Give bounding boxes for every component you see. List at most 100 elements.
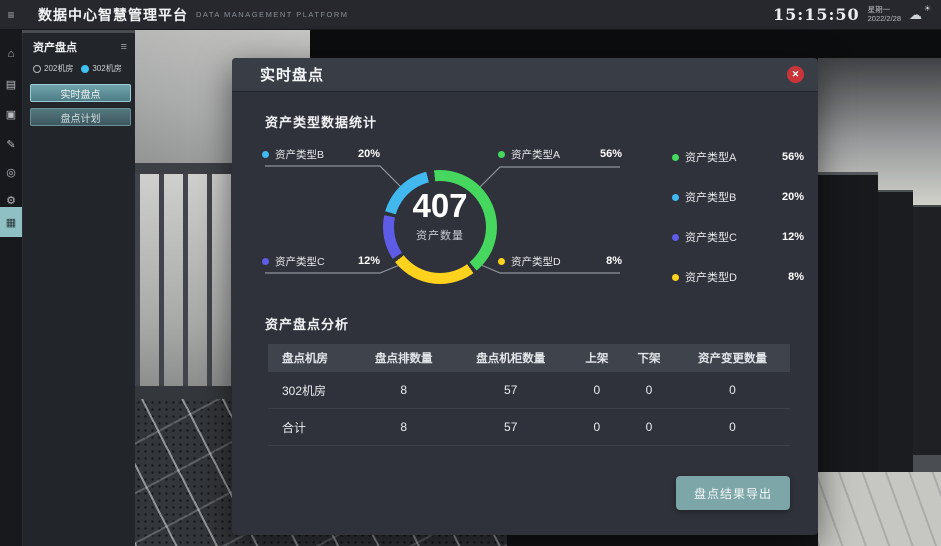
- clock: 15:15:50: [773, 5, 860, 24]
- modal-title: 实时盘点: [260, 67, 325, 84]
- panel-title: 资产盘点: [33, 42, 77, 54]
- legend-label: 资产类型B: [685, 192, 737, 204]
- date-block: 星期一 2022/2/28: [867, 4, 901, 23]
- alarm-icon: ⚙: [6, 194, 16, 207]
- radio-circle-icon: [33, 64, 41, 73]
- radio-circle-checked-icon: [81, 64, 90, 73]
- table-cell: 0: [593, 420, 601, 434]
- inventory-plan-button[interactable]: 盘点计划: [30, 108, 131, 126]
- type-a-dot-icon: [498, 150, 505, 158]
- room-radio-label: 302机房: [92, 64, 122, 73]
- legend-item-b: 资产类型B 20%: [672, 188, 804, 206]
- table-cell: 0: [645, 383, 653, 397]
- type-c-dot-icon: [262, 257, 269, 265]
- sun-icon: ☀: [923, 3, 931, 13]
- sidebar-item-racks[interactable]: ▤: [0, 72, 22, 96]
- nav-sidebar: ⌂ ▤ ▣ ✎ ◎ ⚙ ▦: [0, 30, 22, 546]
- table-header-cell: 盘点排数量: [374, 353, 433, 365]
- legend-value: 12%: [781, 231, 804, 243]
- sidebar-item-home[interactable]: ⌂: [0, 42, 22, 66]
- scene-server-rack: [913, 205, 941, 455]
- callout-label: 资产类型D: [511, 255, 561, 268]
- realtime-inventory-modal: 实时盘点 ✕ 资产类型数据统计 407 资产数量 资产类型B 20% 资产类型A…: [232, 58, 818, 535]
- scene-server-rack: [818, 172, 878, 502]
- callout-value: 56%: [599, 148, 622, 160]
- analysis-section-title: 资产盘点分析: [265, 317, 350, 332]
- callout-value: 20%: [357, 148, 380, 160]
- legend-d-dot-icon: [672, 273, 679, 281]
- close-icon: ✕: [791, 69, 800, 79]
- scene-server-rack: [878, 190, 913, 472]
- home-icon: ⌂: [7, 48, 15, 60]
- asset-total-label: 资产数量: [416, 230, 464, 243]
- table-cell: 0: [593, 383, 601, 397]
- topbar-right: 15:15:50 星期一 2022/2/28 ☀ ☁: [773, 3, 931, 25]
- room-radio-202[interactable]: 202机房: [33, 63, 73, 74]
- racks-icon: ▤: [5, 78, 17, 91]
- scene-floor-right: [818, 472, 941, 546]
- scene-rail-bottom: [135, 386, 235, 399]
- scene-glass-wall: [135, 174, 235, 386]
- table-header-row: 盘点机房 盘点排数量 盘点机柜数量 上架 下架 资产变更数量: [268, 344, 790, 372]
- table-cell: 57: [504, 420, 518, 434]
- table-header-cell: 资产变更数量: [698, 353, 768, 365]
- sidebar-item-alarm[interactable]: ⚙: [0, 188, 22, 212]
- menu-icon[interactable]: ≡: [7, 7, 15, 22]
- table-cell: 8: [400, 383, 408, 397]
- export-results-button[interactable]: 盘点结果导出: [676, 476, 790, 510]
- room-radio-label: 202机房: [44, 64, 74, 73]
- close-button[interactable]: ✕: [787, 66, 804, 83]
- realtime-inventory-button[interactable]: 实时盘点: [30, 84, 131, 102]
- room-radio-group: 202机房 302机房: [23, 59, 135, 78]
- stats-section-title: 资产类型数据统计: [265, 115, 378, 130]
- sidebar-item-assets[interactable]: ▦: [0, 207, 22, 237]
- cloud-icon: ☁: [909, 6, 922, 22]
- callout-value: 12%: [357, 255, 380, 267]
- callout-label: 资产类型A: [511, 148, 561, 161]
- legend-item-c: 资产类型C 12%: [672, 228, 804, 246]
- table-header-cell: 下架: [637, 353, 661, 365]
- legend-label: 资产类型C: [685, 232, 737, 244]
- sidebar-item-screen[interactable]: ▣: [0, 102, 22, 126]
- table-cell: 0: [729, 420, 736, 434]
- room-radio-302[interactable]: 302机房: [81, 63, 122, 74]
- legend-label: 资产类型A: [685, 152, 737, 164]
- date: 2022/2/28: [867, 13, 901, 23]
- callout-type-a: 资产类型A 56%: [498, 146, 622, 162]
- table-row: 302机房 8 57 0 0 0: [268, 372, 790, 409]
- table-cell: 57: [504, 383, 518, 397]
- record-icon: ◎: [6, 166, 16, 179]
- legend-label: 资产类型D: [685, 272, 737, 284]
- table-cell: 0: [729, 383, 736, 397]
- legend-item-a: 资产类型A 56%: [672, 148, 804, 166]
- table-cell: 8: [400, 420, 408, 434]
- weather-icon: ☀ ☁: [909, 3, 931, 24]
- page-subtitle: DATA MANAGEMENT PLATFORM: [196, 10, 349, 19]
- sidebar-item-record[interactable]: ◎: [0, 160, 22, 184]
- legend-b-dot-icon: [672, 193, 679, 201]
- asset-total-value: 407: [412, 187, 468, 224]
- page-title: 数据中心智慧管理平台: [38, 6, 188, 23]
- legend-value: 8%: [788, 271, 804, 283]
- callout-label: 资产类型C: [275, 255, 325, 268]
- table-header-cell: 上架: [585, 353, 609, 365]
- sidebar-item-edit[interactable]: ✎: [0, 132, 22, 156]
- table-cell: 合计: [282, 420, 307, 435]
- weekday: 星期一: [867, 4, 891, 14]
- legend-a-dot-icon: [672, 153, 679, 161]
- table-header-cell: 盘点机房: [282, 353, 328, 365]
- legend-value: 20%: [781, 191, 804, 203]
- scene-rail-top: [135, 163, 235, 174]
- modal-header: 实时盘点 ✕: [232, 58, 818, 92]
- panel-menu-icon[interactable]: ≡: [120, 41, 127, 53]
- legend-c-dot-icon: [672, 233, 679, 241]
- asset-type-donut-chart: [383, 170, 497, 284]
- screen-icon: ▣: [5, 108, 17, 121]
- callout-type-d: 资产类型D 8%: [498, 253, 622, 269]
- table-cell: 302机房: [282, 383, 327, 398]
- type-d-dot-icon: [498, 257, 505, 265]
- callout-label: 资产类型B: [275, 148, 325, 161]
- assets-icon: ▦: [5, 216, 17, 229]
- table-row-total: 合计 8 57 0 0 0: [268, 409, 790, 446]
